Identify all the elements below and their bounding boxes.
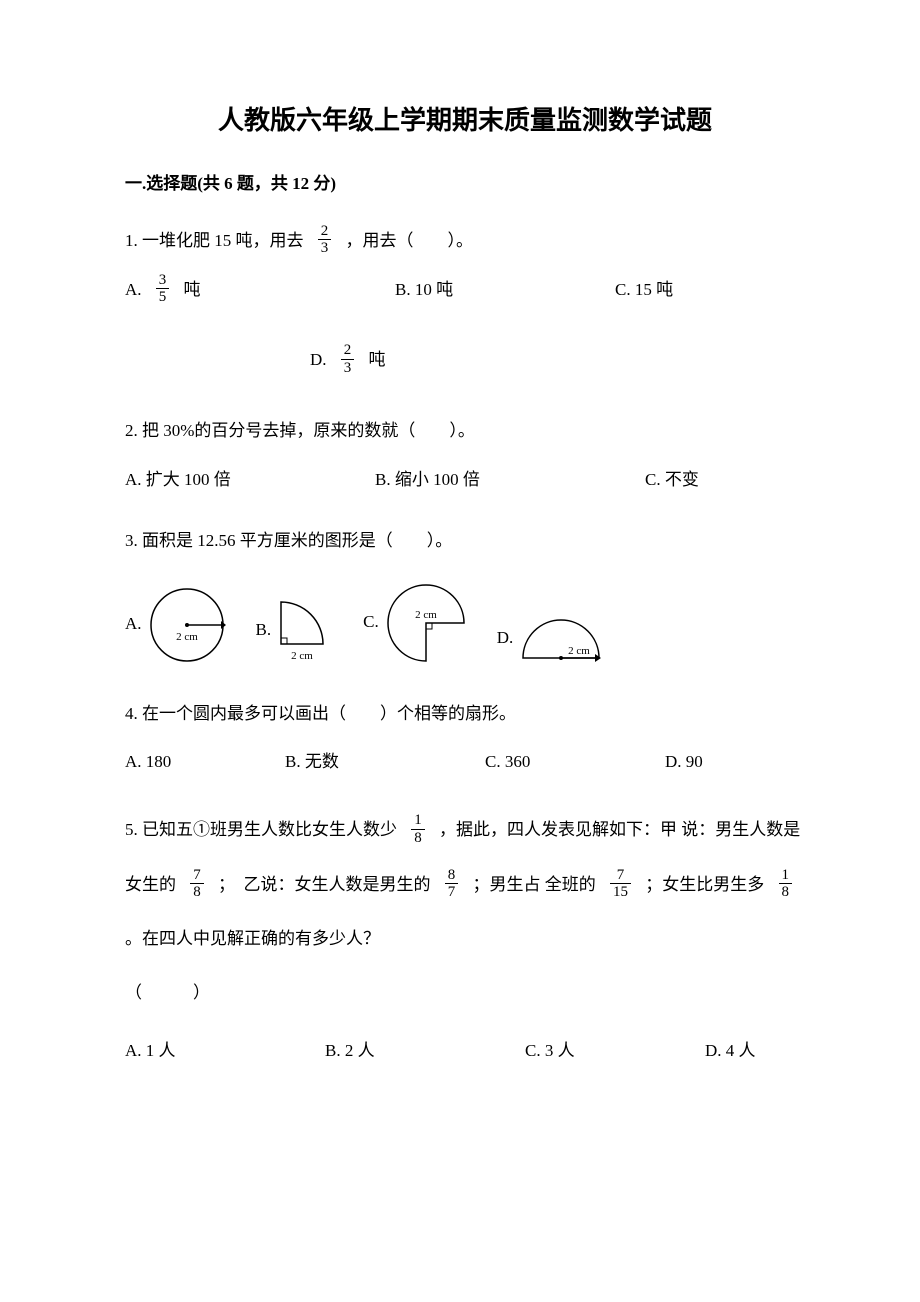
frac-num: 1 bbox=[779, 867, 793, 885]
q5-option-c: C. 3 人 bbox=[525, 1031, 705, 1072]
q4-option-b: B. 无数 bbox=[285, 742, 485, 783]
frac-den: 5 bbox=[156, 289, 170, 306]
center-dot bbox=[185, 623, 189, 627]
three-quarter-circle-icon: 2 cm bbox=[385, 582, 467, 664]
q1-options-row1: A. 3 5 吨 B. 10 吨 C. 15 吨 bbox=[125, 270, 805, 311]
right-angle-icon bbox=[281, 638, 287, 644]
q5-body: 5. 已知五①班男生人数比女生人数少 1 8 ，据此，四人发表见解如下：甲 说：… bbox=[125, 803, 805, 1021]
q5-p4: （ ） bbox=[125, 966, 805, 1020]
q1-option-b: B. 10 吨 bbox=[395, 270, 615, 311]
q5-option-d: D. 4 人 bbox=[705, 1031, 756, 1072]
q3-images: A. 2 cm B. 2 cm C. 2 cm bbox=[125, 582, 805, 664]
q3-label-a: A. bbox=[125, 604, 142, 645]
q1-optD-suffix: 吨 bbox=[369, 350, 386, 369]
q1-text: 1. 一堆化肥 15 吨，用去 2 3 ，用去（ ）。 bbox=[125, 221, 805, 262]
q1-optD-prefix: D. bbox=[310, 350, 327, 369]
frac-num: 7 bbox=[610, 867, 631, 885]
dim-label: 2 cm bbox=[568, 645, 590, 657]
q1-option-c: C. 15 吨 bbox=[615, 270, 795, 311]
frac-den: 15 bbox=[610, 884, 631, 901]
q1-fraction-1: 2 3 bbox=[318, 223, 332, 257]
question-4: 4. 在一个圆内最多可以画出（ ）个相等的扇形。 A. 180 B. 无数 C.… bbox=[125, 694, 805, 784]
q2-option-b: B. 缩小 100 倍 bbox=[375, 460, 645, 501]
q1-text-after: ，用去（ ）。 bbox=[346, 231, 474, 250]
q5-f5: 1 8 bbox=[779, 867, 793, 901]
quarter-circle-icon: 2 cm bbox=[277, 598, 333, 664]
q4-option-a: A. 180 bbox=[125, 742, 285, 783]
q1-option-a: A. 3 5 吨 bbox=[125, 270, 395, 311]
dim-label: 2 cm bbox=[291, 650, 313, 662]
q3-option-a: A. 2 cm bbox=[125, 586, 226, 664]
q3-option-c: C. 2 cm bbox=[363, 582, 467, 664]
q4-option-c: C. 360 bbox=[485, 742, 665, 783]
q5-options: A. 1 人 B. 2 人 C. 3 人 D. 4 人 bbox=[125, 1031, 805, 1072]
q1-option-d: D. 2 3 吨 bbox=[310, 340, 386, 381]
q5-f3: 8 7 bbox=[445, 867, 459, 901]
q1-optD-frac: 2 3 bbox=[341, 342, 355, 376]
question-3: 3. 面积是 12.56 平方厘米的图形是（ ）。 A. 2 cm B. 2 c… bbox=[125, 521, 805, 664]
q5-p2b: ； 乙说：女生人数是男生的 bbox=[218, 875, 431, 894]
frac-num: 2 bbox=[341, 342, 355, 360]
question-1: 1. 一堆化肥 15 吨，用去 2 3 ，用去（ ）。 A. 3 5 吨 B. … bbox=[125, 221, 805, 381]
q5-p1b: ，据此，四人发表见解如下：甲 bbox=[439, 820, 677, 839]
frac-den: 3 bbox=[341, 360, 355, 377]
frac-den: 8 bbox=[779, 884, 793, 901]
frac-den: 8 bbox=[411, 830, 425, 847]
q4-options: A. 180 B. 无数 C. 360 D. 90 bbox=[125, 742, 805, 783]
q4-text: 4. 在一个圆内最多可以画出（ ）个相等的扇形。 bbox=[125, 694, 805, 735]
q3-label-b: B. bbox=[256, 610, 272, 651]
q5-option-b: B. 2 人 bbox=[325, 1031, 525, 1072]
q5-f2: 7 8 bbox=[190, 867, 204, 901]
q3-label-c: C. bbox=[363, 602, 379, 643]
frac-num: 3 bbox=[156, 272, 170, 290]
frac-den: 7 bbox=[445, 884, 459, 901]
q5-p3a: 全班的 bbox=[545, 875, 596, 894]
q4-option-d: D. 90 bbox=[665, 742, 703, 783]
q3-text: 3. 面积是 12.56 平方厘米的图形是（ ）。 bbox=[125, 521, 805, 562]
semicircle-icon: 2 cm bbox=[519, 614, 605, 664]
q5-p3b: ；女生比男生多 bbox=[645, 875, 764, 894]
section-header: 一.选择题(共 6 题，共 12 分) bbox=[125, 170, 805, 197]
q1-optA-frac: 3 5 bbox=[156, 272, 170, 306]
frac-den: 3 bbox=[318, 240, 332, 257]
circle-shape-icon: 2 cm bbox=[148, 586, 226, 664]
q3-label-d: D. bbox=[497, 618, 514, 659]
question-5: 5. 已知五①班男生人数比女生人数少 1 8 ，据此，四人发表见解如下：甲 说：… bbox=[125, 803, 805, 1071]
q5-p2c: ；男生占 bbox=[473, 875, 541, 894]
q5-p3c: 。在四人中见解正确的有多少人？ bbox=[125, 929, 380, 948]
frac-num: 1 bbox=[411, 812, 425, 830]
frac-num: 8 bbox=[445, 867, 459, 885]
q5-f1: 1 8 bbox=[411, 812, 425, 846]
frac-den: 8 bbox=[190, 884, 204, 901]
q5-p1a: 5. 已知五①班男生人数比女生人数少 bbox=[125, 820, 397, 839]
q3-option-d: D. 2 cm bbox=[497, 614, 606, 664]
dim-label: 2 cm bbox=[176, 631, 198, 643]
frac-num: 7 bbox=[190, 867, 204, 885]
q5-option-a: A. 1 人 bbox=[125, 1031, 325, 1072]
frac-num: 2 bbox=[318, 223, 332, 241]
q5-f4: 7 15 bbox=[610, 867, 631, 901]
q1-text-before: 1. 一堆化肥 15 吨，用去 bbox=[125, 231, 304, 250]
dim-label: 2 cm bbox=[415, 609, 437, 621]
q2-option-c: C. 不变 bbox=[645, 460, 699, 501]
question-2: 2. 把 30%的百分号去掉，原来的数就（ ）。 A. 扩大 100 倍 B. … bbox=[125, 411, 805, 501]
q1-optA-prefix: A. bbox=[125, 280, 142, 299]
q1-optA-suffix: 吨 bbox=[184, 280, 201, 299]
right-angle-icon bbox=[426, 623, 432, 629]
q1-options-row2: D. 2 3 吨 bbox=[310, 340, 805, 381]
q3-option-b: B. 2 cm bbox=[256, 598, 334, 664]
page-title: 人教版六年级上学期期末质量监测数学试题 bbox=[125, 100, 805, 142]
q2-text: 2. 把 30%的百分号去掉，原来的数就（ ）。 bbox=[125, 411, 805, 452]
arrow-icon bbox=[595, 654, 601, 662]
q2-options: A. 扩大 100 倍 B. 缩小 100 倍 C. 不变 bbox=[125, 460, 805, 501]
q2-option-a: A. 扩大 100 倍 bbox=[125, 460, 375, 501]
